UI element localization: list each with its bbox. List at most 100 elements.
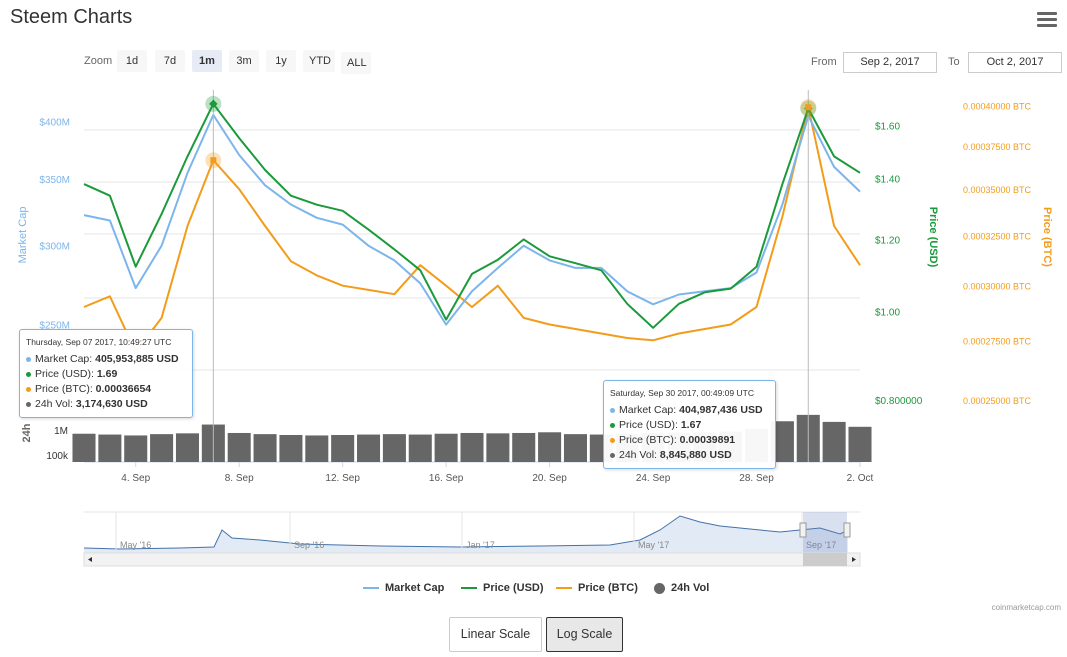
volume-bar (331, 434, 355, 462)
x-tick-label: 12. Sep (325, 473, 360, 484)
market-cap-tick-label: $400M (39, 117, 70, 128)
to-date-input[interactable]: Oct 2, 2017 (968, 52, 1062, 73)
x-tick-label: 2. Oct (847, 473, 874, 484)
volume-bar (563, 434, 587, 462)
volume-bar (253, 434, 277, 462)
volume-bar (175, 433, 199, 462)
hover-marker (209, 99, 218, 109)
legend-item-price-usd[interactable]: Price (USD) (461, 582, 544, 594)
price-usd-tick-label: $1.60 (875, 121, 900, 132)
linear-scale-button[interactable]: Linear Scale (449, 617, 542, 652)
volume-bar (770, 421, 794, 462)
volume-bar (150, 434, 174, 462)
volume-bar (305, 435, 329, 462)
from-label: From (811, 56, 837, 68)
zoom-ytd-button[interactable]: YTD (303, 50, 335, 72)
volume-bar (279, 434, 303, 462)
navigator-handle (843, 522, 851, 538)
price-usd-axis-title: Price (USD) (927, 207, 939, 268)
volume-bar (848, 426, 872, 462)
tooltip-row: Price (BTC): 0.00039891 (610, 433, 769, 448)
price-btc-tick-label: 0.00040000 BTC (963, 101, 1032, 111)
x-tick-label: 8. Sep (225, 473, 254, 484)
volume-bar (408, 434, 432, 462)
scroll-right-icon (852, 557, 856, 562)
series-line-market-cap (83, 113, 861, 326)
tooltip-header: Saturday, Sep 30 2017, 00:49:09 UTC (610, 388, 754, 398)
zoom-1d-button[interactable]: 1d (117, 50, 147, 72)
x-tick-label: 16. Sep (429, 473, 464, 484)
menu-icon[interactable] (1037, 10, 1057, 28)
price-btc-axis-title: Price (BTC) (1041, 207, 1053, 267)
legend-item-volume[interactable]: 24h Vol (654, 582, 709, 594)
x-tick-label: 4. Sep (121, 473, 150, 484)
zoom-3m-button[interactable]: 3m (229, 50, 259, 72)
navigator-line (83, 515, 849, 550)
to-label: To (948, 56, 960, 68)
price-btc-tick-label: 0.00032500 BTC (963, 232, 1032, 242)
market-cap-tick-label: $250M (39, 321, 70, 332)
volume-tick-label: 1M (54, 426, 68, 437)
zoom-7d-button[interactable]: 7d (155, 50, 185, 72)
price-usd-tick-label: $0.800000 (875, 396, 923, 407)
volume-bar (98, 434, 122, 462)
tooltip-row: Market Cap: 404,987,436 USD (610, 403, 769, 418)
tooltip-row: 24h Vol: 3,174,630 USD (26, 397, 186, 412)
zoom-all-button[interactable]: ALL (341, 52, 371, 74)
navigator-area (84, 516, 848, 553)
volume-bar (227, 432, 251, 462)
zoom-label: Zoom (84, 55, 113, 67)
volume-bar (512, 432, 536, 462)
price-usd-tick-label: $1.00 (875, 308, 900, 319)
price-btc-tick-label: 0.00027500 BTC (963, 336, 1032, 346)
volume-tick-label: 100k (46, 451, 69, 462)
navigator-handle (799, 522, 807, 538)
price-btc-tick-label: 0.00037500 BTC (963, 142, 1032, 152)
x-tick-label: 28. Sep (739, 473, 774, 484)
zoom-1m-button[interactable]: 1m (192, 50, 222, 72)
volume-bar (822, 421, 846, 462)
navigator-scrollbar-thumb (803, 553, 847, 566)
tooltip-row: Price (BTC): 0.00036654 (26, 382, 186, 397)
legend-item-price-btc[interactable]: Price (BTC) (556, 582, 638, 594)
tooltip-header: Thursday, Sep 07 2017, 10:49:27 UTC (26, 337, 172, 347)
tooltip-sep07: Thursday, Sep 07 2017, 10:49:27 UTC Mark… (19, 329, 193, 418)
price-btc-tick-label: 0.00035000 BTC (963, 185, 1032, 195)
x-tick-label: 24. Sep (636, 473, 671, 484)
log-scale-button[interactable]: Log Scale (546, 617, 623, 652)
navigator-label: May '17 (638, 540, 669, 550)
price-btc-tick-label: 0.00030000 BTC (963, 282, 1032, 292)
volume-bar (72, 433, 96, 462)
market-cap-tick-label: $350M (39, 175, 70, 186)
navigator-label: Jan '17 (466, 540, 495, 550)
series-line-price-usd (83, 102, 861, 329)
navigator-selection (803, 512, 847, 553)
volume-bar (486, 433, 510, 462)
tooltip-sep30: Saturday, Sep 30 2017, 00:49:09 UTC Mark… (603, 380, 776, 469)
price-chart: $250M $300M $350M $400M 100k 1M $0.800000 $1.0… (17, 90, 1053, 567)
volume-axis-title: 24h (21, 423, 33, 442)
hover-marker (805, 104, 812, 111)
navigator-scrollbar-track (83, 552, 861, 567)
volume-bar (538, 432, 562, 462)
tooltip-row: Price (USD): 1.67 (610, 418, 769, 433)
volume-bar (434, 433, 458, 462)
price-btc-tick-label: 0.00025000 BTC (963, 396, 1032, 406)
legend-item-market-cap[interactable]: Market Cap (363, 582, 444, 594)
from-date-input[interactable]: Sep 2, 2017 (843, 52, 937, 73)
navigator-label: Sep '17 (806, 540, 836, 550)
volume-bar (124, 435, 148, 462)
tooltip-row: Price (USD): 1.69 (26, 367, 186, 382)
credit-link[interactable]: coinmarketcap.com (991, 603, 1061, 612)
price-usd-tick-label: $1.40 (875, 174, 900, 185)
navigator-label: Sep '16 (294, 540, 324, 550)
hover-marker (210, 157, 217, 164)
x-tick-label: 20. Sep (532, 473, 567, 484)
market-cap-tick-label: $300M (39, 242, 70, 253)
volume-bar (382, 434, 406, 462)
tooltip-row: Market Cap: 405,953,885 USD (26, 352, 186, 367)
zoom-1y-button[interactable]: 1y (266, 50, 296, 72)
volume-bar (460, 432, 484, 462)
price-usd-tick-label: $1.20 (875, 235, 900, 246)
scroll-left-icon (88, 557, 92, 562)
